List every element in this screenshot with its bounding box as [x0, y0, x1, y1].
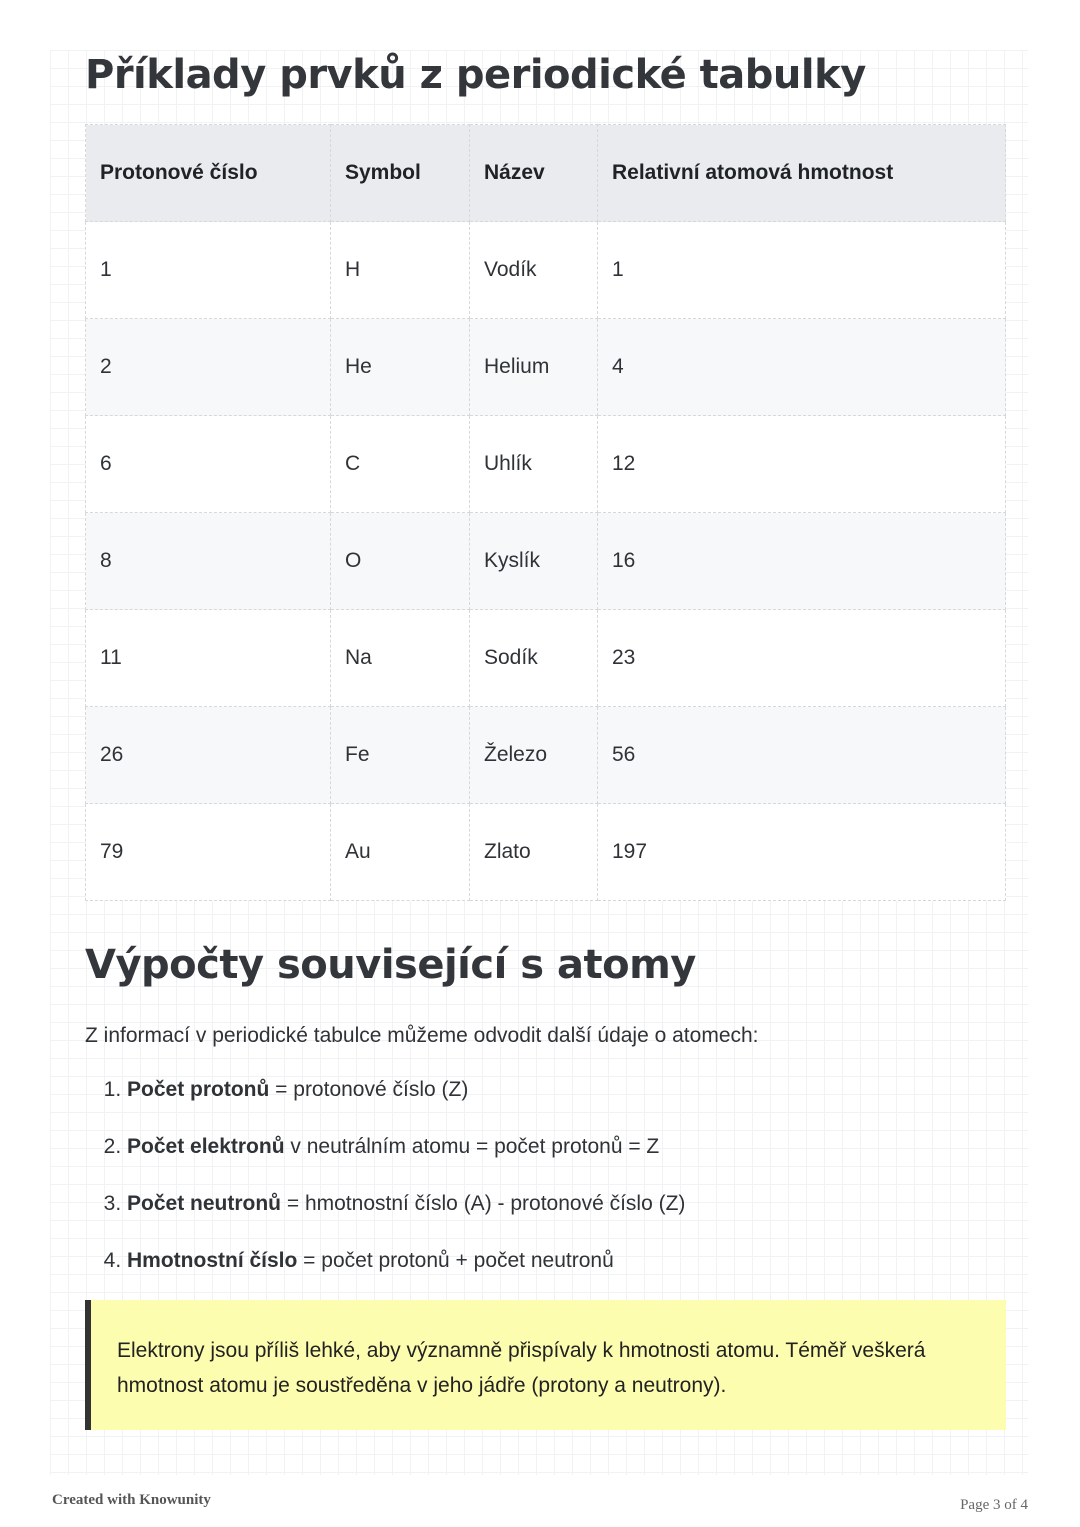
elements-table: Protonové číslo Symbol Název Relativní a… [85, 124, 1006, 901]
table-cell: 6 [85, 415, 331, 513]
header-symbol: Symbol [330, 124, 470, 222]
item-term: Počet protonů [127, 1078, 270, 1101]
table-cell: 23 [597, 609, 1006, 707]
table-cell: 16 [597, 512, 1006, 610]
table-cell: 79 [85, 803, 331, 901]
table-header-row: Protonové číslo Symbol Název Relativní a… [85, 124, 1006, 222]
callout-note: Elektrony jsou příliš lehké, aby významn… [85, 1300, 1006, 1430]
item-term: Hmotnostní číslo [127, 1249, 298, 1272]
table-cell: 197 [597, 803, 1006, 901]
table-cell: 11 [85, 609, 331, 707]
table-cell: Zlato [469, 803, 598, 901]
calculation-list: Počet protonů = protonové číslo (Z) Poče… [85, 1078, 685, 1306]
table-cell: Helium [469, 318, 598, 416]
table-cell: Uhlík [469, 415, 598, 513]
list-item: Počet protonů = protonové číslo (Z) [127, 1078, 685, 1135]
table-cell: 4 [597, 318, 1006, 416]
table-cell: 2 [85, 318, 331, 416]
table-row: 1 H Vodík 1 [85, 221, 1006, 319]
table-cell: 1 [597, 221, 1006, 319]
table-cell: Na [330, 609, 470, 707]
table-row: 11 Na Sodík 23 [85, 609, 1006, 707]
item-text: = protonové číslo (Z) [269, 1078, 469, 1101]
list-item: Počet elektronů v neutrálním atomu = poč… [127, 1135, 685, 1192]
item-text: = hmotnostní číslo (A) - protonové číslo… [281, 1192, 686, 1215]
table-cell: Vodík [469, 221, 598, 319]
table-cell: 12 [597, 415, 1006, 513]
page-title: Příklady prvků z periodické tabulky [85, 52, 866, 98]
table-cell: He [330, 318, 470, 416]
table-cell: H [330, 221, 470, 319]
footer-credit: Created with Knowunity [52, 1492, 211, 1508]
table-cell: 8 [85, 512, 331, 610]
table-row: 79 Au Zlato 197 [85, 803, 1006, 901]
table-cell: Au [330, 803, 470, 901]
table-row: 6 C Uhlík 12 [85, 415, 1006, 513]
table-cell: 1 [85, 221, 331, 319]
header-protonove-cislo: Protonové číslo [85, 124, 331, 222]
header-nazev: Název [469, 124, 598, 222]
table-cell: 56 [597, 706, 1006, 804]
table-cell: Sodík [469, 609, 598, 707]
table-cell: Kyslík [469, 512, 598, 610]
table-cell: C [330, 415, 470, 513]
table-row: 26 Fe Železo 56 [85, 706, 1006, 804]
header-atomova-hmotnost: Relativní atomová hmotnost [597, 124, 1006, 222]
table-cell: Fe [330, 706, 470, 804]
intro-paragraph: Z informací v periodické tabulce můžeme … [85, 1024, 759, 1047]
table-row: 2 He Helium 4 [85, 318, 1006, 416]
item-term: Počet neutronů [127, 1192, 282, 1215]
item-text: v neutrálním atomu = počet protonů = Z [284, 1135, 660, 1158]
list-item: Hmotnostní číslo = počet protonů + počet… [127, 1249, 685, 1306]
section-title: Výpočty související s atomy [85, 942, 696, 988]
table-cell: O [330, 512, 470, 610]
table-row: 8 O Kyslík 16 [85, 512, 1006, 610]
item-term: Počet elektronů [127, 1135, 285, 1158]
page-number: Page 3 of 4 [960, 1497, 1028, 1513]
table-cell: Železo [469, 706, 598, 804]
table-cell: 26 [85, 706, 331, 804]
item-text: = počet protonů + počet neutronů [297, 1249, 614, 1272]
list-item: Počet neutronů = hmotnostní číslo (A) - … [127, 1192, 685, 1249]
